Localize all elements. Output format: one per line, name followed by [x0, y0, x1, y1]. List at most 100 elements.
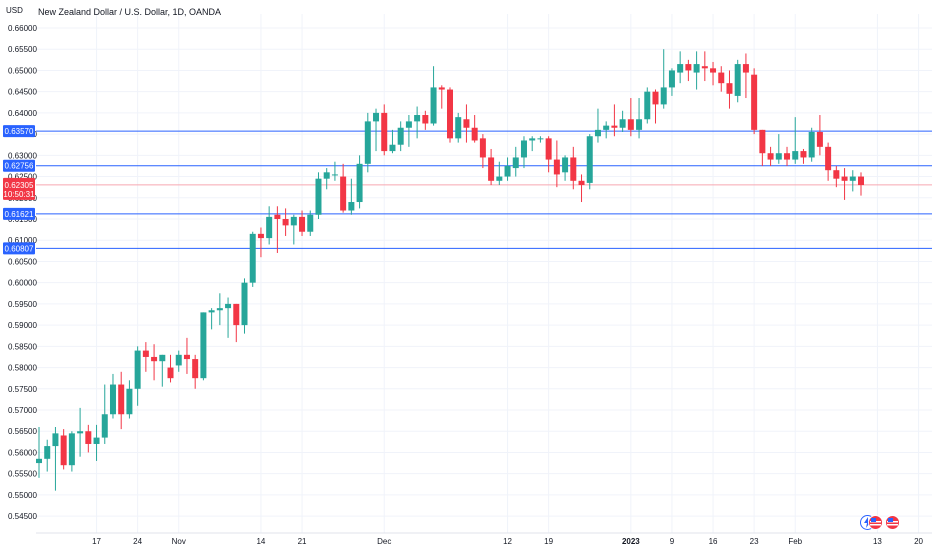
candle-body [553, 159, 560, 175]
candle-body [751, 74, 758, 130]
x-tick-label: 16 [709, 537, 718, 546]
candle-body [438, 87, 445, 90]
candle-body [603, 125, 610, 130]
price-label: 0.60807 [5, 244, 34, 253]
candle-body [216, 308, 223, 311]
candle-body [200, 312, 207, 379]
candle-body [290, 216, 297, 226]
candle-body [373, 112, 380, 122]
y-tick-label: 0.56500 [8, 427, 37, 436]
x-tick-label: 23 [750, 537, 759, 546]
x-tick-label: 9 [670, 537, 675, 546]
candle-body [315, 178, 322, 215]
x-tick-label: 14 [256, 537, 265, 546]
candle-body [192, 359, 199, 379]
candle-body [249, 233, 256, 283]
candle-body [488, 157, 495, 181]
candle-body [825, 146, 832, 171]
y-tick-label: 0.56000 [8, 448, 37, 457]
candle-body [167, 367, 174, 379]
candle-body [578, 180, 585, 186]
x-tick-label: Feb [788, 537, 802, 546]
candle-body [668, 70, 675, 88]
candle-body [537, 138, 544, 140]
candle-body [447, 89, 453, 139]
price-label: 0.62756 [5, 162, 34, 171]
candle-body [44, 446, 51, 459]
candle-body [381, 112, 388, 152]
candle-body [126, 388, 133, 415]
candle-body [792, 151, 799, 160]
candle-body [849, 176, 856, 181]
candle-body [742, 64, 749, 73]
last-price-box [3, 177, 35, 200]
y-tick-label: 0.64000 [8, 109, 37, 118]
y-tick-label: 0.66000 [8, 24, 37, 33]
flag-us-icon[interactable] [885, 515, 900, 530]
candle-body [118, 384, 125, 415]
candle-body [52, 433, 59, 447]
candle-body [504, 165, 511, 177]
candle-body [68, 433, 75, 466]
chart-title: New Zealand Dollar / U.S. Dollar, 1D, OA… [38, 7, 222, 17]
candle-body [594, 129, 601, 137]
y-tick-label: 0.62500 [8, 173, 37, 182]
candle-body [183, 354, 190, 360]
candle-body [496, 176, 503, 181]
candle-body [685, 64, 692, 71]
y-tick-label: 0.55000 [8, 491, 37, 500]
candle-body [340, 176, 347, 211]
candle-body [405, 121, 412, 128]
candle-body [364, 121, 371, 164]
grid [36, 14, 932, 533]
flag-us-icon[interactable] [868, 515, 883, 530]
price-label: 0.63570 [5, 127, 34, 136]
x-tick-label: 12 [503, 537, 512, 546]
candle-body [331, 174, 338, 176]
y-tick-label: 0.58500 [8, 342, 37, 351]
candle-body [430, 87, 437, 124]
candle-body [512, 157, 519, 169]
candle-body [677, 64, 684, 73]
price-labels: 0.63570 0.62756 0.61621 0.60807 0.6230510:50… [3, 125, 35, 255]
x-tick-label: 21 [298, 537, 307, 546]
x-tick-label: 13 [873, 537, 882, 546]
price-label-box [3, 207, 35, 220]
candle-body [175, 354, 182, 366]
candle-body [463, 119, 470, 128]
candle-body [134, 350, 141, 389]
y-tick-label: 0.65000 [8, 66, 37, 75]
candle-body [808, 131, 815, 158]
candle-body [274, 214, 281, 220]
candle-body [858, 176, 864, 186]
candle-body [570, 157, 577, 181]
candle-body [307, 214, 314, 232]
price-label: 0.61621 [5, 210, 34, 219]
y-tick-label: 0.65500 [8, 45, 37, 54]
x-tick-label: 20 [914, 537, 923, 546]
candle-body [652, 91, 659, 105]
price-label-box [3, 159, 35, 172]
y-tick-label: 0.59000 [8, 321, 37, 330]
candle-body [356, 163, 363, 203]
candle-body [611, 125, 618, 128]
candle-body [85, 431, 92, 444]
candle-body [767, 153, 774, 160]
candle-body [710, 68, 717, 73]
candle-body [159, 354, 166, 362]
candle-body [734, 64, 741, 96]
candle-body [701, 66, 708, 69]
candle-body [619, 119, 626, 128]
y-tick-label: 0.54500 [8, 512, 37, 521]
candle-body [109, 384, 116, 415]
x-tick-label: 2023 [622, 537, 640, 546]
candle-body [636, 119, 643, 130]
y-tick-label: 0.61000 [8, 236, 37, 245]
candle-body [841, 176, 848, 181]
candle-body [233, 303, 240, 326]
candle-body [784, 153, 791, 160]
last-price-label: 0.62305 [5, 181, 34, 190]
x-tick-label: 17 [92, 537, 101, 546]
